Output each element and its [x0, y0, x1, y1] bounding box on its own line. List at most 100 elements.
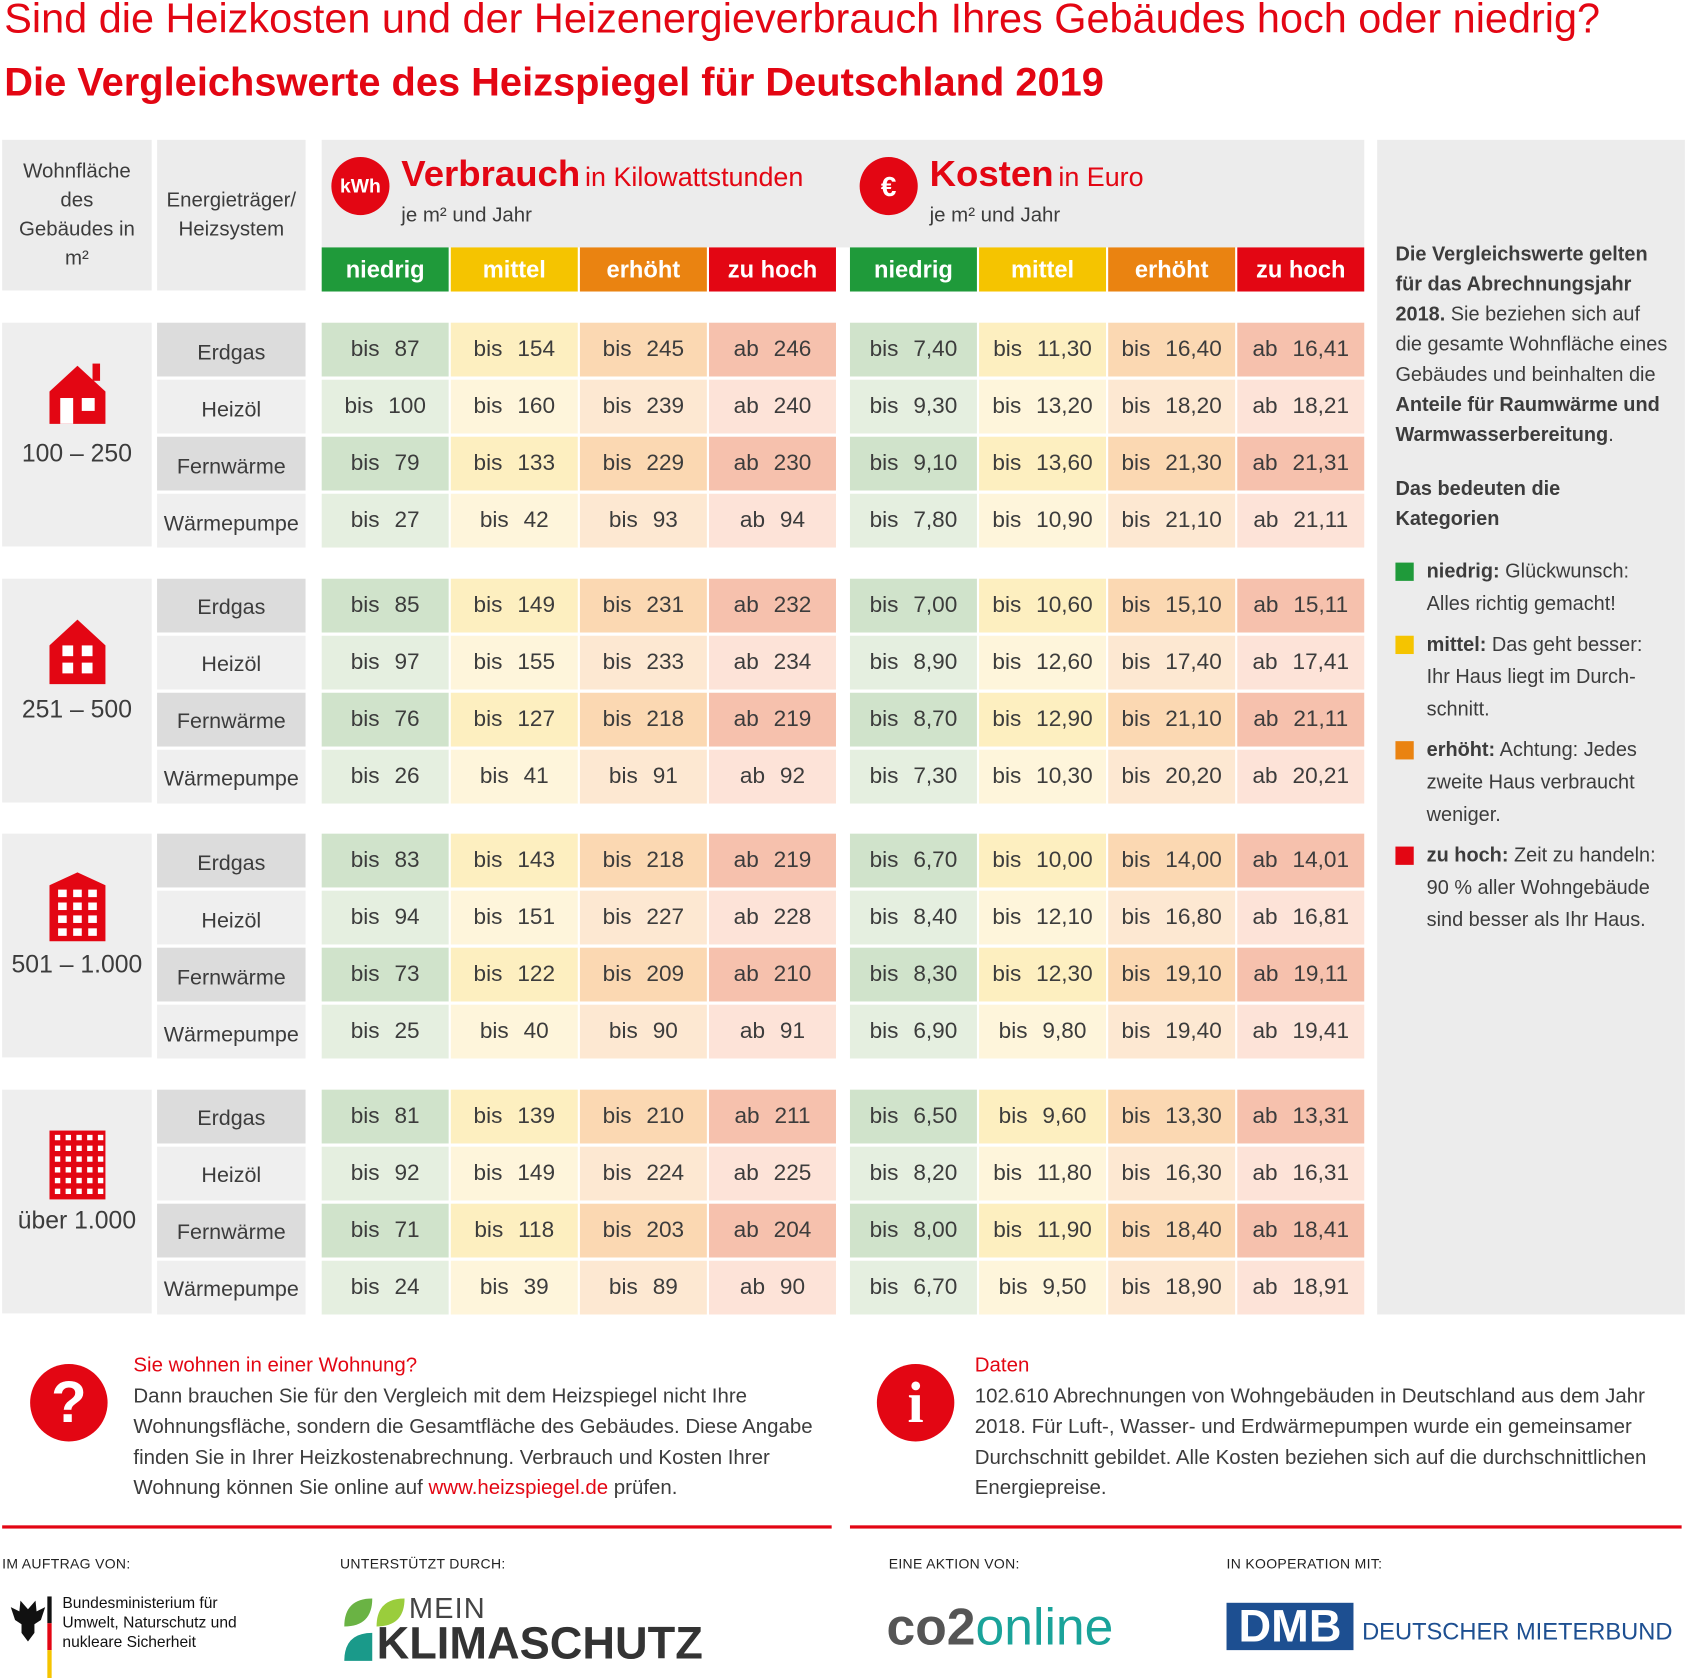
divider	[2, 1525, 832, 1529]
category-header: erhöht	[1108, 247, 1236, 292]
note-left: Sie wohnen in einer Wohnung? Dann brauch…	[133, 1351, 843, 1504]
value-cell: bis 20,20	[1108, 749, 1236, 804]
co2online-logo: co2online	[887, 1598, 1114, 1657]
value-cell: bis 139	[450, 1089, 578, 1143]
note-end: prüfen.	[613, 1476, 678, 1500]
legend-text: Achtung: Jedes zweite Haus verbraucht we…	[1426, 737, 1637, 826]
unit-badge: €	[859, 157, 918, 216]
category-header: zu hoch	[709, 247, 836, 292]
section-unit: in Kilowattstunden	[585, 162, 804, 193]
value-cell: bis 209	[579, 947, 707, 1002]
value-cell: bis 42	[450, 493, 578, 548]
note-text: Dann brauchen Sie für den Vergleich mit …	[133, 1384, 813, 1500]
title: Sind die Heizkosten und der Heizenergiev…	[4, 0, 1601, 42]
note-title: Sie wohnen in einer Wohnung?	[133, 1354, 418, 1377]
value-cell: ab 17,41	[1237, 635, 1365, 689]
building-icon	[49, 363, 106, 424]
value-cell: ab 16,41	[1237, 322, 1365, 377]
value-cell: bis 233	[579, 635, 707, 689]
info-icon: i	[876, 1363, 955, 1442]
energy-cell: Erdgas	[157, 833, 306, 888]
area-label: 100 – 250	[21, 438, 132, 467]
value-cell: ab 18,21	[1237, 379, 1365, 434]
value-cell: bis 6,70	[849, 833, 977, 888]
building-icon	[49, 619, 106, 684]
value-cell: bis 9,60	[979, 1089, 1107, 1143]
value-cell: bis 16,30	[1108, 1146, 1236, 1200]
link[interactable]: www.heizspiegel.de	[428, 1476, 609, 1500]
section-title: Kosten in Euro	[930, 154, 1144, 196]
value-cell: ab 90	[709, 1260, 836, 1314]
value-cell: bis 231	[579, 578, 707, 632]
value-cell: ab 204	[709, 1203, 836, 1257]
area-cell: 100 – 250	[2, 322, 152, 547]
value-cell: bis 127	[450, 692, 578, 746]
value-cell: bis 81	[321, 1089, 449, 1143]
energy-cell: Heizöl	[157, 1146, 306, 1200]
category-header: erhöht	[579, 247, 707, 292]
value-cell: bis 13,30	[1108, 1089, 1236, 1143]
energy-cell: Fernwärme	[157, 692, 306, 746]
value-cell: bis 41	[450, 749, 578, 804]
intro-text: Sie beziehen sich auf die gesamte Wohnfl…	[1395, 302, 1668, 386]
value-cell: bis 12,30	[979, 947, 1107, 1002]
legend-label: zu hoch:	[1426, 843, 1509, 866]
value-cell: ab 230	[709, 436, 836, 491]
energy-cell: Heizöl	[157, 890, 306, 945]
note-text: 102.610 Abrechnungen von Wohngebäuden in…	[974, 1384, 1647, 1500]
value-cell: ab 21,11	[1237, 493, 1365, 548]
value-cell: ab 19,41	[1237, 1004, 1365, 1059]
value-cell: bis 73	[321, 947, 449, 1002]
value-cell: bis 94	[321, 890, 449, 945]
value-cell: ab 246	[709, 322, 836, 377]
value-cell: bis 227	[579, 890, 707, 945]
value-cell: bis 85	[321, 578, 449, 632]
value-cell: bis 203	[579, 1203, 707, 1257]
value-cell: bis 149	[450, 578, 578, 632]
legend-label: niedrig:	[1426, 559, 1500, 582]
header-band	[321, 139, 1365, 248]
intro-bold: Die Vergleichswerte gelten für das Abrec…	[1395, 242, 1648, 325]
value-cell: bis 6,50	[849, 1089, 977, 1143]
subtitle: Die Vergleichswerte des Heizspiegel für …	[4, 60, 1104, 105]
legend-label: erhöht:	[1426, 737, 1496, 761]
value-cell: bis 8,90	[849, 635, 977, 689]
value-cell: bis 93	[579, 493, 707, 548]
value-cell: bis 9,50	[979, 1260, 1107, 1314]
value-cell: ab 234	[709, 635, 836, 689]
value-cell: bis 12,60	[979, 635, 1107, 689]
value-cell: bis 16,80	[1108, 890, 1236, 945]
value-cell: bis 218	[579, 692, 707, 746]
value-cell: ab 18,91	[1237, 1260, 1365, 1314]
legend-title: Das bedeuten die Kategorien	[1395, 476, 1561, 530]
legend-item: zu hoch: Zeit zu handeln: 90 % aller Woh…	[1395, 839, 1667, 936]
value-cell: ab 21,31	[1237, 436, 1365, 491]
co2: co2	[886, 1599, 976, 1657]
section-sub: je m² und Jahr	[401, 204, 532, 227]
value-cell: ab 211	[709, 1089, 836, 1143]
legend-swatch	[1395, 635, 1414, 655]
value-cell: bis 12,10	[979, 890, 1107, 945]
value-cell: ab 232	[709, 578, 836, 632]
value-cell: bis 25	[321, 1004, 449, 1059]
value-cell: bis 10,60	[979, 578, 1107, 632]
value-cell: bis 21,30	[1108, 436, 1236, 491]
category-header: mittel	[450, 247, 578, 292]
value-cell: bis 8,20	[849, 1146, 977, 1200]
value-cell: bis 9,30	[849, 379, 977, 434]
value-cell: ab 14,01	[1237, 833, 1365, 888]
energy-cell: Heizöl	[157, 379, 306, 434]
area-label: 251 – 500	[21, 694, 132, 723]
value-cell: ab 219	[709, 692, 836, 746]
energy-cell: Wärmepumpe	[157, 1260, 306, 1314]
value-cell: bis 71	[321, 1203, 449, 1257]
energy-cell: Fernwärme	[157, 1203, 306, 1257]
category-header: niedrig	[849, 247, 977, 292]
legend-text: Zeit zu handeln: 90 % aller Wohngebäude …	[1426, 843, 1656, 931]
value-cell: bis 87	[321, 322, 449, 377]
value-cell: bis 8,40	[849, 890, 977, 945]
value-cell: ab 92	[709, 749, 836, 804]
value-cell: bis 7,30	[849, 749, 977, 804]
value-cell: bis 118	[450, 1203, 578, 1257]
section-sub: je m² und Jahr	[929, 204, 1061, 227]
